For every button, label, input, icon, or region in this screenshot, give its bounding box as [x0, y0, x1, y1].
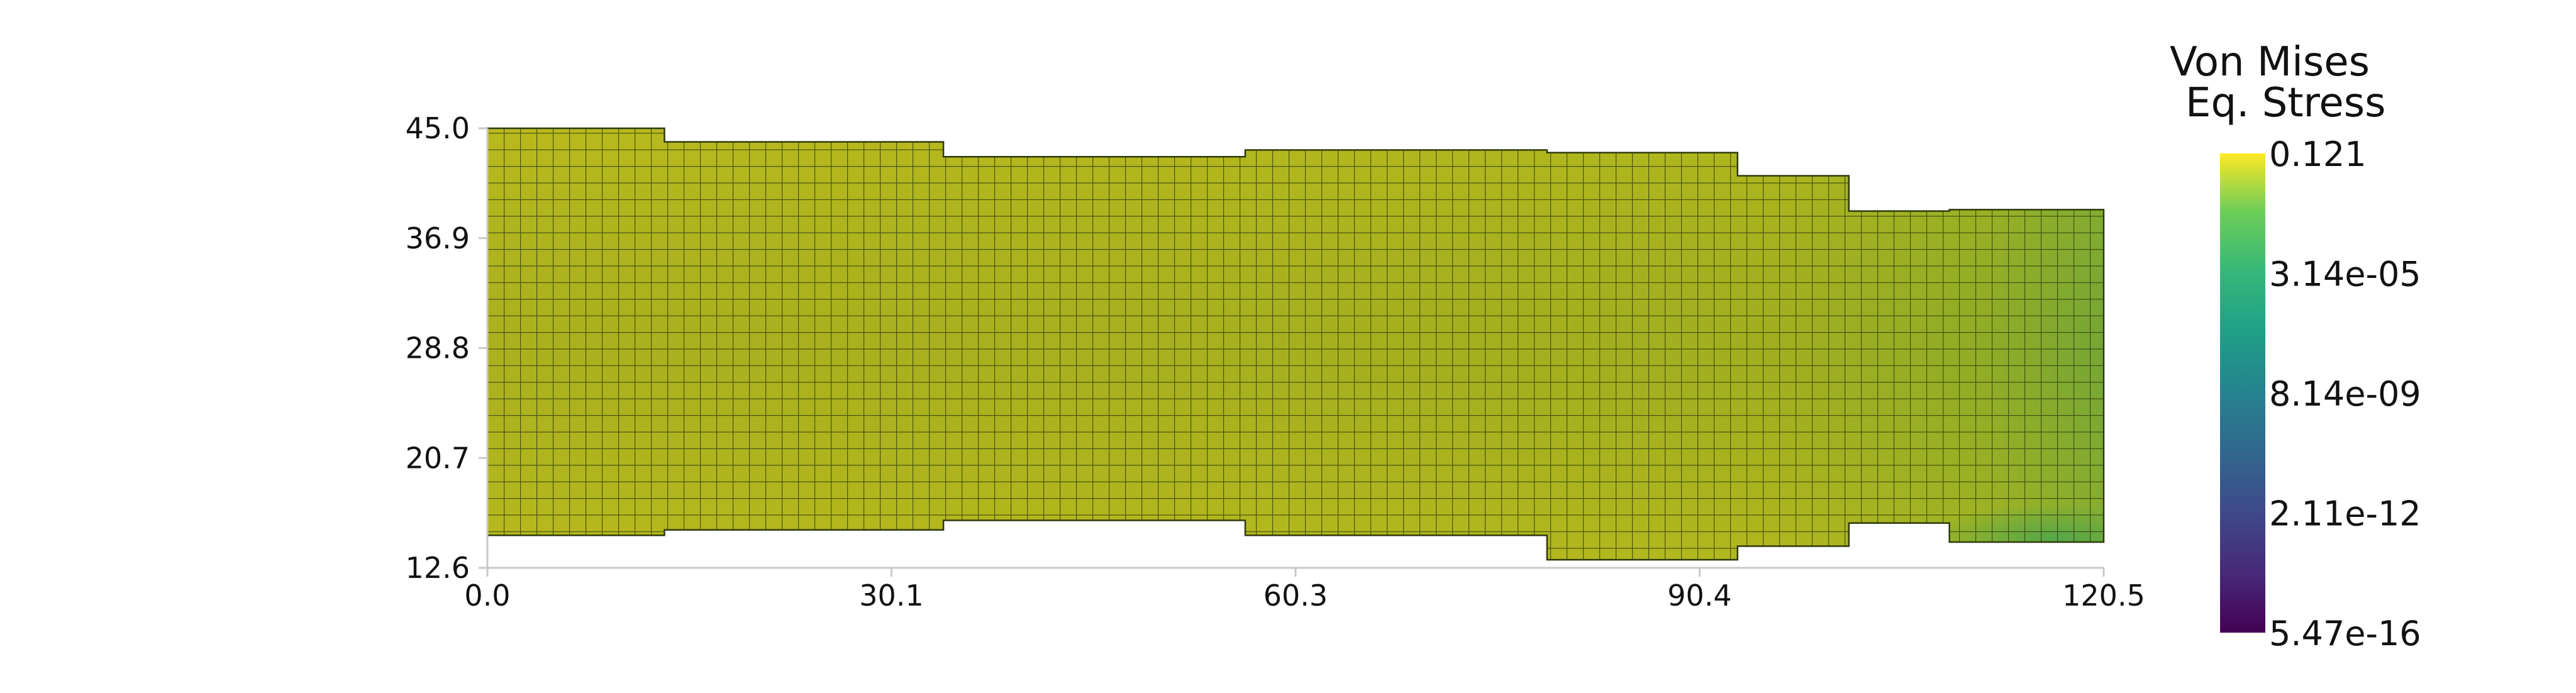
- mesh-outline: [486, 127, 2105, 561]
- y-tick-label: 45.0: [406, 111, 470, 145]
- colorbar-label: 2.11e-12: [2269, 494, 2421, 534]
- colorbar-labels: 0.121 3.14e-05 8.14e-09 2.11e-12 5.47e-16: [2269, 135, 2421, 653]
- colorbar-label: 0.121: [2269, 135, 2367, 174]
- mesh-grid-lines: [487, 128, 2104, 560]
- y-tick-label: 20.7: [406, 441, 470, 475]
- y-tick-label: 12.6: [406, 551, 470, 585]
- x-tick-label: 90.4: [1667, 579, 1731, 613]
- colorbar-label: 3.14e-05: [2269, 255, 2421, 294]
- x-axis-ticks: 0.0 30.1 60.3 90.4 120.5: [464, 568, 2145, 613]
- colorbar-title-line-1: Von Mises: [2170, 39, 2370, 86]
- stress-mesh: [486, 127, 2105, 561]
- x-tick-label: 30.1: [859, 579, 923, 613]
- x-tick-label: 60.3: [1263, 579, 1328, 613]
- y-tick-label: 36.9: [406, 221, 470, 255]
- colorbar-label: 8.14e-09: [2269, 374, 2421, 414]
- y-tick-label: 28.8: [406, 331, 470, 365]
- x-tick-label: 0.0: [464, 579, 510, 613]
- colorbar-gradient: [2220, 153, 2265, 633]
- colorbar: Von Mises Eq. Stress 0.121 3.14e-05 8.14e-…: [2170, 39, 2421, 653]
- x-tick-label: 120.5: [2062, 579, 2145, 613]
- colorbar-title-line-2: Eq. Stress: [2185, 80, 2385, 126]
- y-axis-ticks: 12.6 20.7 28.8 36.9 45.0: [406, 111, 487, 585]
- axes: 0.0 30.1 60.3 90.4 120.5 12.6 20.7 28.8 36.9 45.…: [406, 111, 2145, 613]
- colorbar-label: 5.47e-16: [2269, 614, 2421, 653]
